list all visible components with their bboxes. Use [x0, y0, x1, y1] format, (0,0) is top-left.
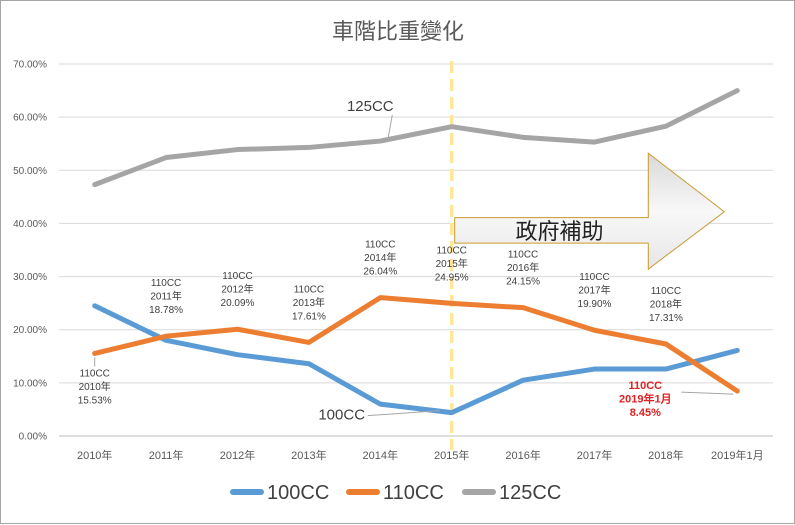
- y-tick-label: 60.00%: [13, 113, 47, 124]
- x-tick-label: 2014年: [363, 448, 398, 462]
- data-label-110cc: 110CC: [222, 271, 252, 282]
- y-tick-label: 20.00%: [13, 325, 47, 336]
- data-label-110cc: 2016年: [507, 261, 539, 274]
- series-line-125cc: [92, 88, 740, 188]
- series-label-leader: [367, 410, 440, 417]
- data-label-110cc: 18.78%: [149, 305, 183, 316]
- data-labels: 110CC2010年15.53%110CC2011年18.78%110CC201…: [78, 98, 734, 424]
- data-label-110cc: 24.95%: [435, 272, 469, 283]
- data-label-110cc: 2019年1月: [619, 392, 672, 406]
- series-label-100cc: 100CC: [318, 407, 365, 424]
- subsidy-arrow: 政府補助: [454, 152, 726, 271]
- data-label-110cc: 2015年: [436, 257, 468, 270]
- data-label-110cc: 2017年: [578, 284, 610, 297]
- data-label-110cc: 110CC: [80, 368, 110, 379]
- data-label-110cc: 2012年: [221, 283, 253, 296]
- y-tick-label: 30.00%: [13, 272, 47, 283]
- x-tick-label: 2017年: [577, 448, 612, 462]
- data-label-110cc: 110CC: [579, 272, 609, 283]
- data-label-110cc: 110CC: [651, 286, 681, 297]
- data-label-110cc: 2010年: [79, 380, 111, 393]
- y-tick-label: 50.00%: [13, 166, 47, 177]
- y-axis-ticks: 0.00% 10.00% 20.00% 30.00% 40.00% 50.00% 60.00…: [13, 60, 47, 443]
- x-tick-label: 2016年: [505, 448, 540, 462]
- arrow-label: 政府補助: [515, 219, 603, 244]
- y-tick-label: 0.00%: [19, 432, 47, 443]
- data-label-leader: [681, 391, 734, 395]
- x-tick-label: 2015年: [434, 448, 469, 462]
- y-tick-label: 40.00%: [13, 219, 47, 230]
- data-label-110cc: 2018年: [650, 298, 682, 311]
- data-label-110cc: 2013年: [293, 296, 325, 309]
- x-axis-ticks: 2010年 2011年 2012年 2013年 2014年 2015年 2016年 2017年…: [77, 448, 764, 462]
- data-label-110cc: 110CC: [365, 240, 395, 251]
- series-label-leader: [387, 114, 393, 138]
- data-label-110cc: 110CC: [151, 278, 181, 289]
- data-label-110cc: 2014年: [364, 251, 396, 264]
- data-label-110cc: 110CC: [437, 245, 467, 256]
- x-tick-label: 2011年: [149, 448, 184, 462]
- x-tick-label: 2010年: [77, 448, 112, 462]
- x-tick-label: 2018年: [648, 448, 683, 462]
- series-line-110cc: [92, 295, 740, 394]
- data-label-110cc: 110CC: [508, 250, 538, 261]
- x-tick-label: 2013年: [291, 448, 326, 462]
- legend-label-100cc: 100CC: [267, 482, 329, 504]
- data-label-110cc: 17.61%: [292, 311, 326, 322]
- legend-label-110cc: 110CC: [383, 482, 444, 504]
- data-label-110cc: 20.09%: [221, 298, 255, 309]
- series-lines: [92, 88, 740, 416]
- data-label-110cc: 19.90%: [578, 299, 612, 310]
- x-tick-label: 2019年1月: [711, 448, 764, 462]
- data-label-110cc: 110CC: [628, 380, 662, 392]
- x-tick-label: 2012年: [220, 448, 255, 462]
- data-label-110cc: 8.45%: [630, 407, 661, 419]
- legend: 100CC 110CC 125CC: [230, 482, 561, 504]
- data-label-110cc: 2011年: [150, 290, 182, 303]
- gridlines: [59, 63, 773, 437]
- data-label-110cc: 15.53%: [78, 395, 112, 406]
- y-tick-label: 10.00%: [13, 378, 47, 389]
- data-label-110cc: 24.15%: [506, 277, 540, 288]
- series-line-100cc: [92, 303, 740, 416]
- data-label-110cc: 110CC: [294, 284, 324, 295]
- data-label-110cc: 26.04%: [363, 267, 397, 278]
- chart-title: 車階比重變化: [332, 19, 464, 44]
- series-label-125cc: 125CC: [347, 98, 394, 115]
- arrow-shape: [454, 152, 726, 271]
- data-label-110cc: 17.31%: [649, 313, 683, 324]
- y-tick-label: 70.00%: [13, 60, 47, 71]
- legend-label-125cc: 125CC: [499, 482, 561, 504]
